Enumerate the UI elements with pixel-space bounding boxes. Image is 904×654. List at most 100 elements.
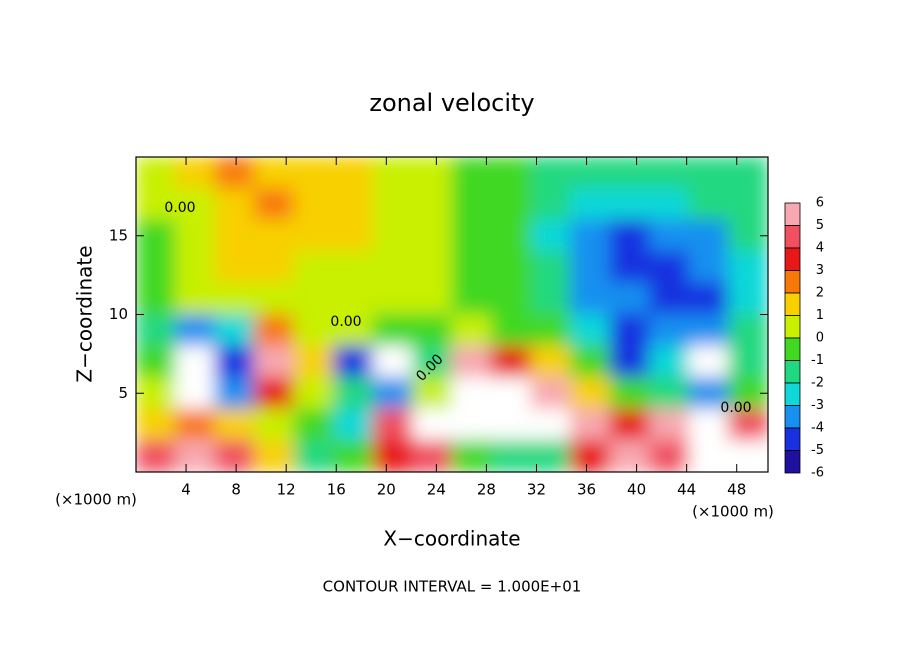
cell — [530, 157, 571, 189]
cell — [451, 251, 492, 284]
cell — [175, 377, 216, 410]
x-tick-label: 32 — [527, 481, 546, 499]
cell — [293, 188, 334, 221]
cell — [293, 314, 334, 347]
cell — [293, 282, 334, 315]
cell — [530, 440, 571, 472]
cell — [688, 219, 729, 252]
cell — [609, 157, 650, 189]
cell — [333, 377, 374, 410]
cell — [451, 440, 492, 472]
cell — [333, 314, 374, 347]
colorbar-label: -6 — [811, 466, 824, 481]
colorbar-label: 5 — [816, 218, 824, 233]
cell — [254, 408, 295, 441]
cell — [372, 188, 413, 221]
cell — [136, 188, 176, 221]
cell — [649, 377, 690, 410]
cell — [136, 157, 176, 189]
cell — [530, 188, 571, 221]
cell — [175, 440, 216, 472]
cell — [254, 377, 295, 410]
cell — [214, 377, 255, 410]
cell — [293, 157, 334, 189]
cell — [136, 440, 176, 472]
cell — [688, 251, 729, 284]
cell — [451, 314, 492, 347]
cell — [570, 345, 611, 378]
x-unit-right: (×1000 m) — [692, 503, 774, 521]
cell — [728, 408, 768, 441]
cell — [570, 314, 611, 347]
cell — [728, 314, 768, 347]
contour-label: 0.00 — [330, 314, 361, 330]
cell — [254, 282, 295, 315]
x-tick-label: 20 — [377, 481, 396, 499]
y-axis-label: Z−coordinate — [73, 245, 97, 382]
cell — [451, 188, 492, 221]
colorbar-box — [784, 382, 801, 406]
cell — [649, 282, 690, 315]
cell — [688, 408, 729, 441]
cell — [214, 440, 255, 472]
cell — [372, 377, 413, 410]
cell — [136, 282, 176, 315]
cell — [649, 157, 690, 189]
colorbar-box — [784, 270, 801, 294]
cell — [609, 282, 650, 315]
cell — [688, 440, 729, 472]
x-tick-label: 44 — [677, 481, 696, 499]
field — [136, 157, 768, 472]
cell — [254, 219, 295, 252]
colorbar-label: -3 — [811, 398, 824, 413]
cell — [175, 282, 216, 315]
cell — [333, 345, 374, 378]
cell — [609, 188, 650, 221]
cell — [333, 251, 374, 284]
cell — [688, 188, 729, 221]
cell — [333, 408, 374, 441]
cell — [530, 408, 571, 441]
cell — [609, 377, 650, 410]
x-tick-label: 28 — [477, 481, 496, 499]
cell — [530, 219, 571, 252]
cell — [609, 440, 650, 472]
colorbar-box — [784, 247, 801, 271]
colorbar-label: 4 — [816, 241, 824, 256]
cell — [136, 408, 176, 441]
cell — [333, 157, 374, 189]
cell — [728, 157, 768, 189]
cell — [649, 345, 690, 378]
cell — [451, 282, 492, 315]
cell — [293, 377, 334, 410]
cell — [570, 282, 611, 315]
cell — [214, 408, 255, 441]
cell — [175, 408, 216, 441]
cell — [688, 314, 729, 347]
cell — [688, 377, 729, 410]
cell — [412, 219, 453, 252]
cell — [649, 440, 690, 472]
colorbar-label: 3 — [816, 263, 824, 278]
cell — [372, 157, 413, 189]
cell — [570, 440, 611, 472]
cell — [609, 251, 650, 284]
x-axis-label: X−coordinate — [383, 527, 520, 551]
cells — [136, 157, 768, 472]
cell — [688, 282, 729, 315]
cell — [491, 377, 532, 410]
footer: CONTOUR INTERVAL = 1.000E+01 — [323, 578, 582, 596]
cell — [333, 440, 374, 472]
cell — [412, 345, 453, 378]
cell — [451, 377, 492, 410]
contour-label: 0.00 — [164, 200, 195, 216]
cell — [372, 251, 413, 284]
cell — [136, 345, 176, 378]
y-tick-label: 5 — [118, 384, 128, 402]
cell — [530, 251, 571, 284]
colorbar-label: -1 — [811, 353, 824, 368]
cell — [649, 314, 690, 347]
cell — [412, 314, 453, 347]
x-tick-label: 48 — [727, 481, 746, 499]
cell — [372, 345, 413, 378]
